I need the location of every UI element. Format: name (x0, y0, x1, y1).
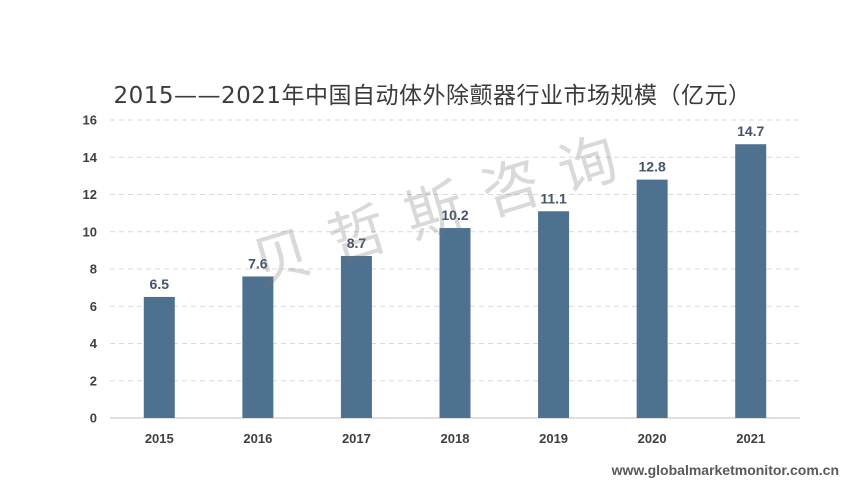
x-tick-label: 2020 (638, 431, 667, 446)
chart-title: 2015——2021年中国自动体外除颤器行业市场规模（亿元） (113, 83, 752, 109)
bars (143, 144, 767, 418)
bar-2021 (735, 144, 767, 418)
y-tick-label: 0 (90, 411, 97, 426)
data-label: 11.1 (540, 190, 567, 206)
source-url: www.globalmarketmonitor.com.cn (611, 462, 839, 478)
data-label: 7.6 (248, 255, 268, 271)
bar-2016 (242, 276, 274, 418)
labels: 0 2 4 6 8 10 12 14 16 6.5 2015 7.6 2016 8.7 2017 10.2 20… (83, 113, 766, 447)
bar-2018 (439, 228, 471, 418)
x-tick-label: 2015 (145, 431, 174, 446)
bar-2019 (538, 211, 570, 418)
data-label: 6.5 (150, 276, 170, 292)
data-label: 14.7 (737, 123, 764, 139)
y-tick-label: 4 (90, 336, 98, 351)
y-tick-label: 10 (83, 224, 97, 239)
y-tick-label: 6 (90, 299, 97, 314)
y-tick-label: 16 (83, 113, 97, 128)
x-tick-label: 2021 (736, 431, 765, 446)
y-tick-label: 2 (90, 373, 97, 388)
x-tick-label: 2018 (441, 431, 470, 446)
bar-2020 (636, 179, 668, 418)
y-tick-label: 8 (90, 262, 97, 277)
y-tick-label: 12 (83, 187, 97, 202)
bar-2017 (340, 255, 372, 418)
x-tick-label: 2016 (243, 431, 272, 446)
data-label: 8.7 (347, 235, 367, 251)
data-label: 12.8 (639, 159, 666, 175)
data-label: 10.2 (441, 207, 468, 223)
y-tick-label: 14 (83, 150, 98, 165)
x-tick-label: 2017 (342, 431, 371, 446)
x-tick-label: 2019 (539, 431, 568, 446)
bar-2015 (143, 296, 175, 418)
